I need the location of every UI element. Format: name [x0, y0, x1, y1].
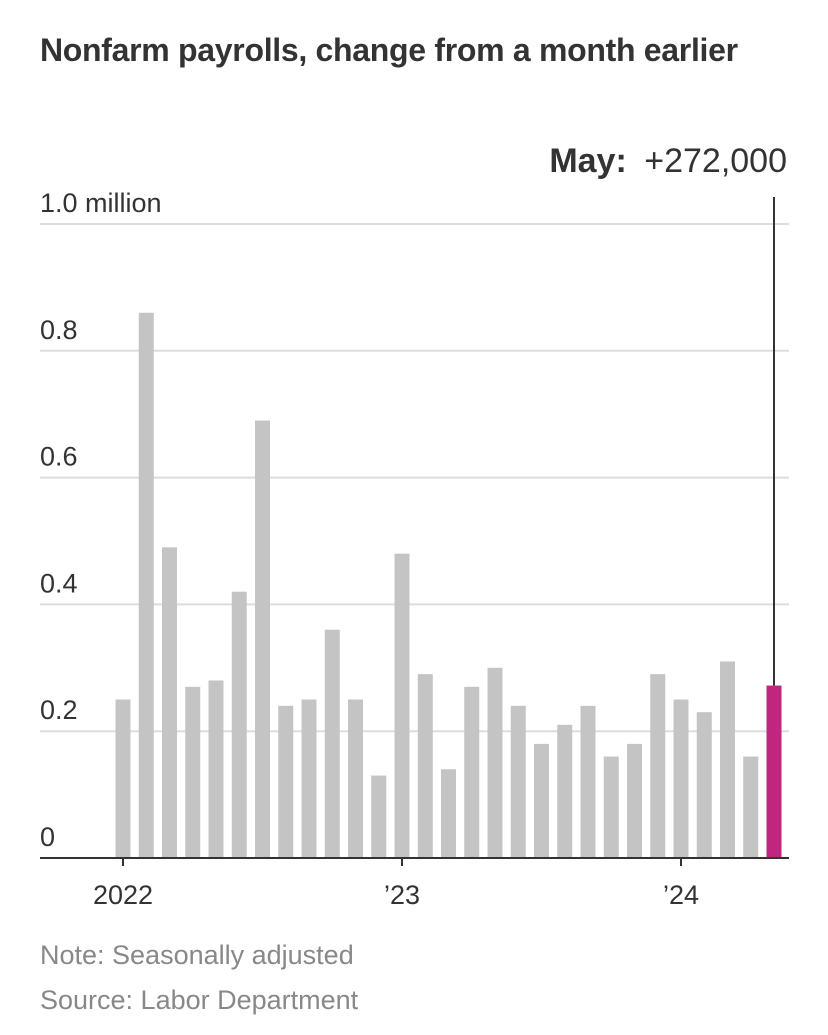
x-tick-label: ’23	[384, 880, 420, 910]
bar	[231, 591, 247, 858]
bar	[743, 756, 759, 858]
y-tick-label: 1.0 million	[40, 188, 162, 218]
bar	[138, 312, 154, 858]
bar	[348, 699, 363, 858]
bar	[441, 769, 456, 858]
bar	[557, 724, 573, 858]
bar	[650, 674, 666, 858]
bar	[278, 705, 294, 858]
bar	[696, 712, 712, 858]
bar	[510, 705, 526, 858]
x-tick-label: ’24	[663, 880, 699, 910]
tick-labels: 0 0.2 0.4 0.6 0.8 1.0 million 2022 ’23 ’24	[40, 188, 699, 910]
bar	[464, 686, 480, 858]
bar	[324, 629, 340, 858]
y-tick-label: 0.6	[40, 442, 78, 472]
bar	[627, 743, 642, 858]
y-tick-label: 0.2	[40, 695, 78, 725]
chart-title: Nonfarm payrolls, change from a month ea…	[40, 32, 738, 68]
chart-source: Source: Labor Department	[40, 985, 359, 1015]
x-axis	[40, 857, 789, 866]
bar	[534, 743, 549, 858]
y-tick-label: 0.4	[40, 568, 78, 598]
bar	[371, 775, 387, 858]
chart-note: Note: Seasonally adjusted	[40, 940, 354, 970]
bar	[673, 699, 689, 858]
x-tick-label: 2022	[93, 880, 153, 910]
annotation-value: +272,000	[644, 142, 787, 180]
bar	[208, 680, 224, 858]
bar	[162, 547, 177, 858]
bar	[301, 699, 317, 858]
bar	[185, 686, 201, 858]
bar	[603, 756, 619, 858]
highlight-annotation: May: +272,000	[549, 142, 787, 686]
bars	[115, 312, 782, 858]
bar	[580, 705, 596, 858]
bar	[417, 674, 433, 858]
y-tick-label: 0	[40, 822, 55, 852]
y-tick-label: 0.8	[40, 315, 78, 345]
bar	[394, 553, 410, 858]
bar-highlighted	[766, 685, 782, 858]
annotation-label: May: +272,000	[549, 142, 787, 180]
bar	[720, 661, 735, 858]
bar	[487, 667, 503, 858]
bar	[115, 699, 131, 858]
annotation-month: May:	[549, 142, 626, 180]
bar	[255, 420, 270, 858]
